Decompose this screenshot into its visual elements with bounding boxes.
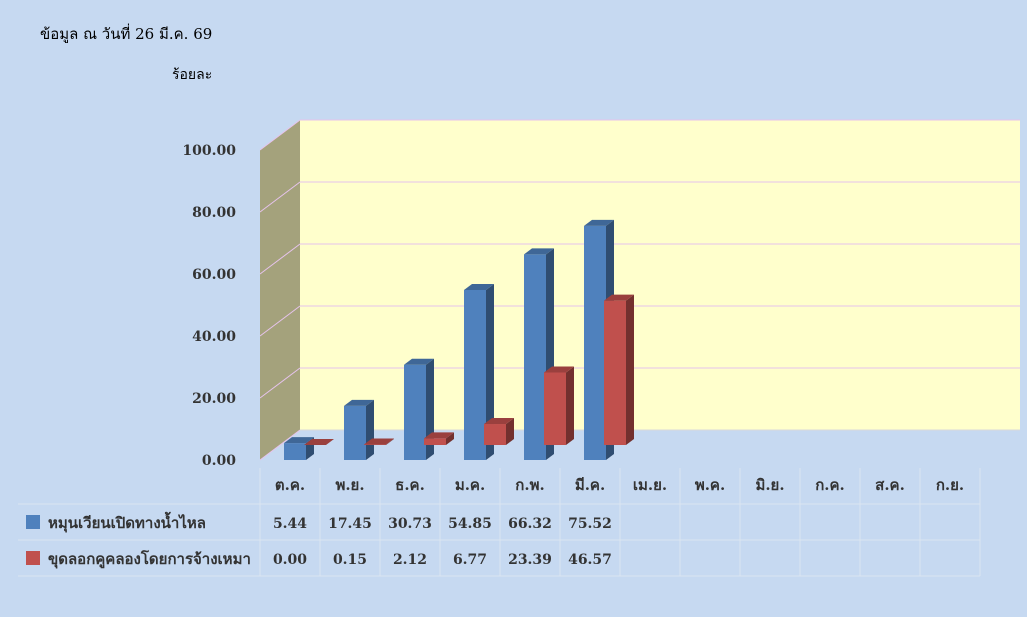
x-tick-label: พ.ย. <box>335 476 364 494</box>
data-label: 66.32 <box>508 516 552 532</box>
bar-top <box>284 437 314 444</box>
bar <box>304 439 334 445</box>
bar-front <box>284 443 306 460</box>
x-tick-label: มี.ค. <box>575 476 605 494</box>
bar-top <box>404 358 434 365</box>
y-tick-label: 20.00 <box>192 391 236 407</box>
data-label: 17.45 <box>328 516 372 532</box>
side-gridline <box>259 181 301 213</box>
bar-top <box>344 399 374 406</box>
side-gridline <box>259 305 301 337</box>
data-label: 5.44 <box>273 516 307 532</box>
bar <box>464 283 494 460</box>
data-label: 46.57 <box>568 552 612 568</box>
side-gridline <box>259 119 301 151</box>
bar-front <box>524 254 546 460</box>
data-label: 75.52 <box>568 516 612 532</box>
y-tick-label: 40.00 <box>192 329 236 345</box>
bar-top <box>484 418 514 425</box>
bar-top <box>604 294 634 301</box>
bar-front <box>604 300 626 445</box>
bar <box>424 432 454 445</box>
data-label: 6.77 <box>453 552 487 568</box>
bar <box>344 399 374 460</box>
bar <box>484 418 514 445</box>
data-label: 54.85 <box>448 516 492 532</box>
data-date-note: ข้อมูล ณ วันที่ 26 มี.ค. 69 <box>40 25 213 43</box>
data-label: 23.39 <box>508 552 552 568</box>
y-tick-label: 100.00 <box>182 143 236 159</box>
bar <box>604 294 634 445</box>
bar-front <box>544 372 566 445</box>
bar-front <box>344 405 366 460</box>
x-tick-label: มิ.ย. <box>755 476 784 494</box>
legend-swatch <box>26 551 40 565</box>
x-tick-label: ก.ค. <box>815 476 845 494</box>
data-label: 30.73 <box>388 516 432 532</box>
x-tick-label: ก.ย. <box>936 476 964 494</box>
bar <box>364 438 394 445</box>
y-tick-label: 80.00 <box>192 205 236 221</box>
data-label: 0.00 <box>273 552 307 568</box>
x-tick-label: ส.ค. <box>875 476 905 494</box>
data-label: 0.15 <box>333 552 367 568</box>
side-gridline <box>259 367 301 399</box>
x-tick-label: เม.ย. <box>633 476 667 494</box>
side-gridline <box>259 243 301 275</box>
bar-top <box>364 438 394 445</box>
y-axis-title: ร้อยละ <box>172 67 213 83</box>
bar-top <box>524 248 554 255</box>
y-tick-label: 0.00 <box>202 453 236 469</box>
bar-top <box>584 219 614 226</box>
x-tick-label: ธ.ค. <box>395 476 425 494</box>
bar <box>404 358 434 460</box>
bar-side <box>386 438 394 445</box>
bar <box>284 437 314 460</box>
side-gridline <box>259 429 301 461</box>
side-wall <box>260 120 300 460</box>
x-tick-label: พ.ค. <box>695 476 725 494</box>
bar-top <box>544 366 574 373</box>
x-tick-label: ม.ค. <box>455 476 485 494</box>
bar-front <box>584 225 606 460</box>
legend-label: ขุดลอกคูคลองโดยการจ้างเหมา <box>48 549 251 569</box>
x-tick-label: ต.ค. <box>275 476 305 494</box>
bar <box>544 366 574 445</box>
bar-side <box>626 294 634 445</box>
bar-side <box>486 283 494 460</box>
bar-side <box>566 366 574 445</box>
bar-front <box>464 289 486 460</box>
bar-top <box>464 283 494 290</box>
y-tick-label: 60.00 <box>192 267 236 283</box>
x-tick-label: ก.พ. <box>515 476 544 494</box>
bar-top <box>424 432 454 439</box>
legend-swatch <box>26 515 40 529</box>
bar-side <box>446 432 454 445</box>
bar-front <box>404 364 426 460</box>
bar-front <box>424 438 446 445</box>
bar-side <box>506 418 514 445</box>
bar-front <box>484 424 506 445</box>
legend-label: หมุนเวียนเปิดทางน้ำไหล <box>48 511 206 533</box>
data-label: 2.12 <box>393 552 427 568</box>
bar-side <box>366 399 374 460</box>
bar-top <box>304 439 334 445</box>
